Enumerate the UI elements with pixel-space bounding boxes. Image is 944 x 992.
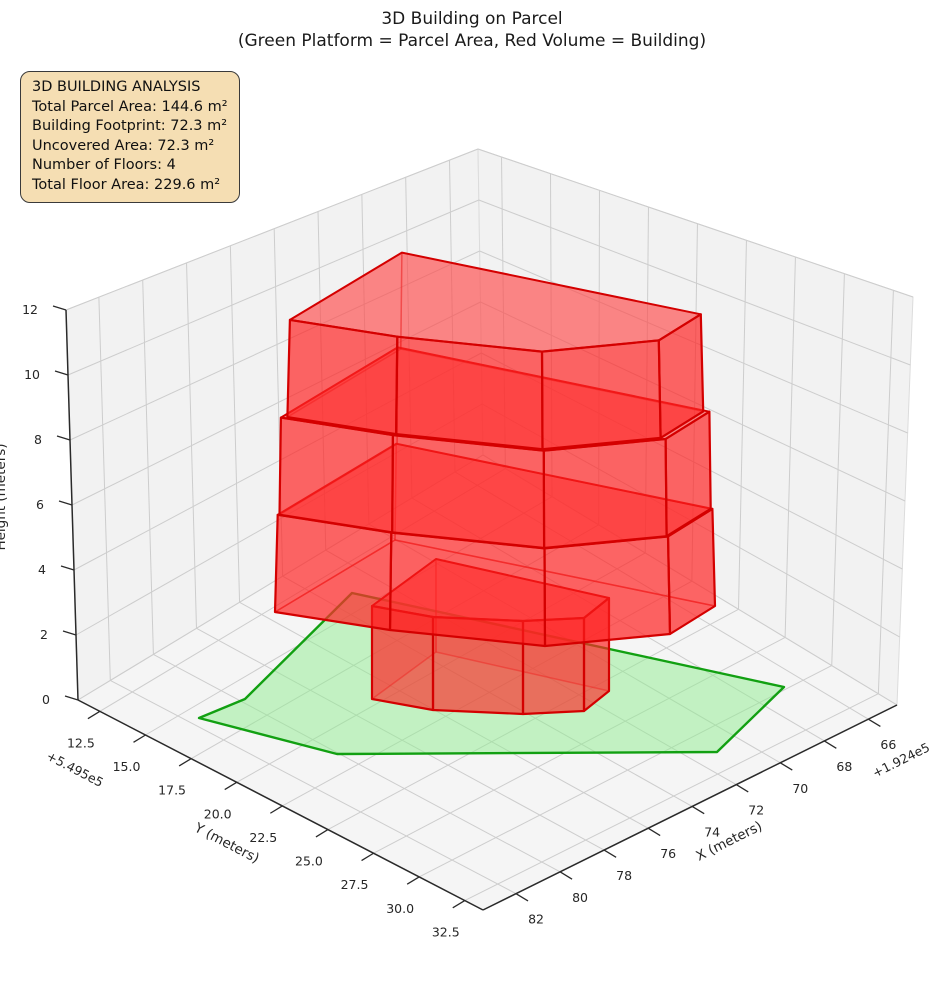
grid-z-left	[65, 148, 479, 311]
z-tick-mark	[62, 630, 77, 636]
y-tick-label: 15.0	[113, 759, 141, 774]
y-tick-label: 30.0	[386, 901, 414, 916]
z-tick-label: 12	[22, 302, 38, 317]
z-tick-label: 2	[40, 627, 48, 642]
info-box-line: Building Footprint: 72.3 m²	[32, 118, 228, 134]
y-tick-mark	[133, 734, 146, 743]
x-tick-label: 72	[748, 803, 764, 818]
z-axis-label: Height (meters)	[0, 443, 9, 550]
y-tick-label: 25.0	[295, 854, 323, 869]
floor3-box-front-wall	[278, 416, 394, 534]
y-tick-label: 12.5	[67, 735, 95, 750]
x-tick-label: 70	[792, 781, 808, 796]
z-tick-mark	[60, 565, 75, 571]
x-tick-label: 66	[880, 737, 896, 752]
x-axis-offset-label: +1.924e5	[870, 739, 932, 780]
z-tick-mark	[56, 435, 71, 441]
x-tick-mark	[735, 784, 749, 793]
chart-subtitle: (Green Platform = Parcel Area, Red Volum…	[237, 31, 707, 51]
info-box-line: Total Parcel Area: 144.6 m²	[32, 98, 228, 115]
floor4-box-front-wall	[286, 318, 399, 436]
z-tick-label: 10	[24, 367, 40, 382]
x-tick-label: 78	[616, 868, 632, 883]
z-tick-mark	[58, 500, 73, 506]
z-tick-mark	[52, 305, 67, 311]
info-box-line: Total Floor Area: 229.6 m²	[32, 176, 221, 193]
y-tick-label: 32.5	[432, 925, 460, 940]
analysis-info-box: 3D BUILDING ANALYSIS Total Parcel Area: …	[20, 71, 240, 203]
floor3-box-front-wall	[391, 434, 546, 550]
z-tick-label: 4	[38, 562, 46, 577]
grid-z-right	[477, 148, 914, 298]
info-box-heading: 3D BUILDING ANALYSIS	[32, 79, 201, 95]
x-tick-label: 68	[836, 759, 852, 774]
x-tick-label: 76	[660, 846, 676, 861]
y-tick-mark	[315, 829, 329, 838]
grid-y-floor	[464, 693, 879, 901]
floor3-box-front-wall	[542, 437, 668, 550]
x-tick-mark	[823, 740, 837, 749]
chart-title: 3D Building on Parcel	[381, 9, 563, 29]
floor2-box-front-wall	[388, 531, 547, 648]
y-tick-mark	[406, 876, 420, 885]
y-tick-mark	[87, 710, 101, 720]
info-box-line: Number of Floors: 4	[32, 157, 176, 173]
y-tick-mark	[452, 899, 466, 909]
y-tick-mark	[361, 852, 374, 862]
x-tick-mark	[559, 871, 573, 880]
y-tick-label: 17.5	[158, 783, 186, 798]
grid-z-right	[478, 199, 911, 366]
y-tick-label: 22.5	[249, 830, 277, 845]
x-tick-mark	[779, 762, 793, 771]
z-tick-mark	[64, 695, 79, 701]
info-box-line: Uncovered Area: 72.3 m²	[32, 137, 215, 154]
x-axis-spine	[482, 704, 898, 911]
z-tick-label: 0	[42, 692, 50, 707]
y-axis-offset-label: +5.495e5	[44, 748, 106, 790]
floor2-box-front-wall	[273, 513, 393, 632]
x-tick-label: 74	[704, 824, 720, 839]
building-volume	[273, 251, 717, 716]
x-tick-label: 82	[528, 912, 544, 927]
z-tick-label: 6	[36, 497, 44, 512]
z-tick-mark	[54, 370, 69, 376]
chart-title-block: 3D Building on Parcel (Green Platform = …	[0, 8, 944, 52]
x-tick-mark	[691, 805, 705, 815]
y-tick-label: 20.0	[204, 806, 232, 821]
floor4-box-front-wall	[540, 339, 662, 451]
x-tick-mark	[647, 827, 661, 837]
grid-z-left	[67, 199, 480, 376]
y-tick-mark	[269, 805, 283, 814]
tick-marks-and-labels: 82807876747270686612.515.017.520.022.525…	[22, 302, 896, 940]
x-tick-mark	[603, 849, 617, 858]
floor2-box-front-wall	[543, 535, 672, 648]
floor4-box-front-wall	[395, 335, 544, 451]
x-tick-mark	[868, 718, 881, 728]
z-tick-label: 8	[34, 432, 42, 447]
x-tick-label: 80	[572, 890, 588, 905]
y-tick-mark	[178, 758, 192, 767]
y-tick-mark	[224, 781, 238, 791]
y-tick-label: 27.5	[341, 877, 369, 892]
x-tick-mark	[515, 893, 529, 902]
